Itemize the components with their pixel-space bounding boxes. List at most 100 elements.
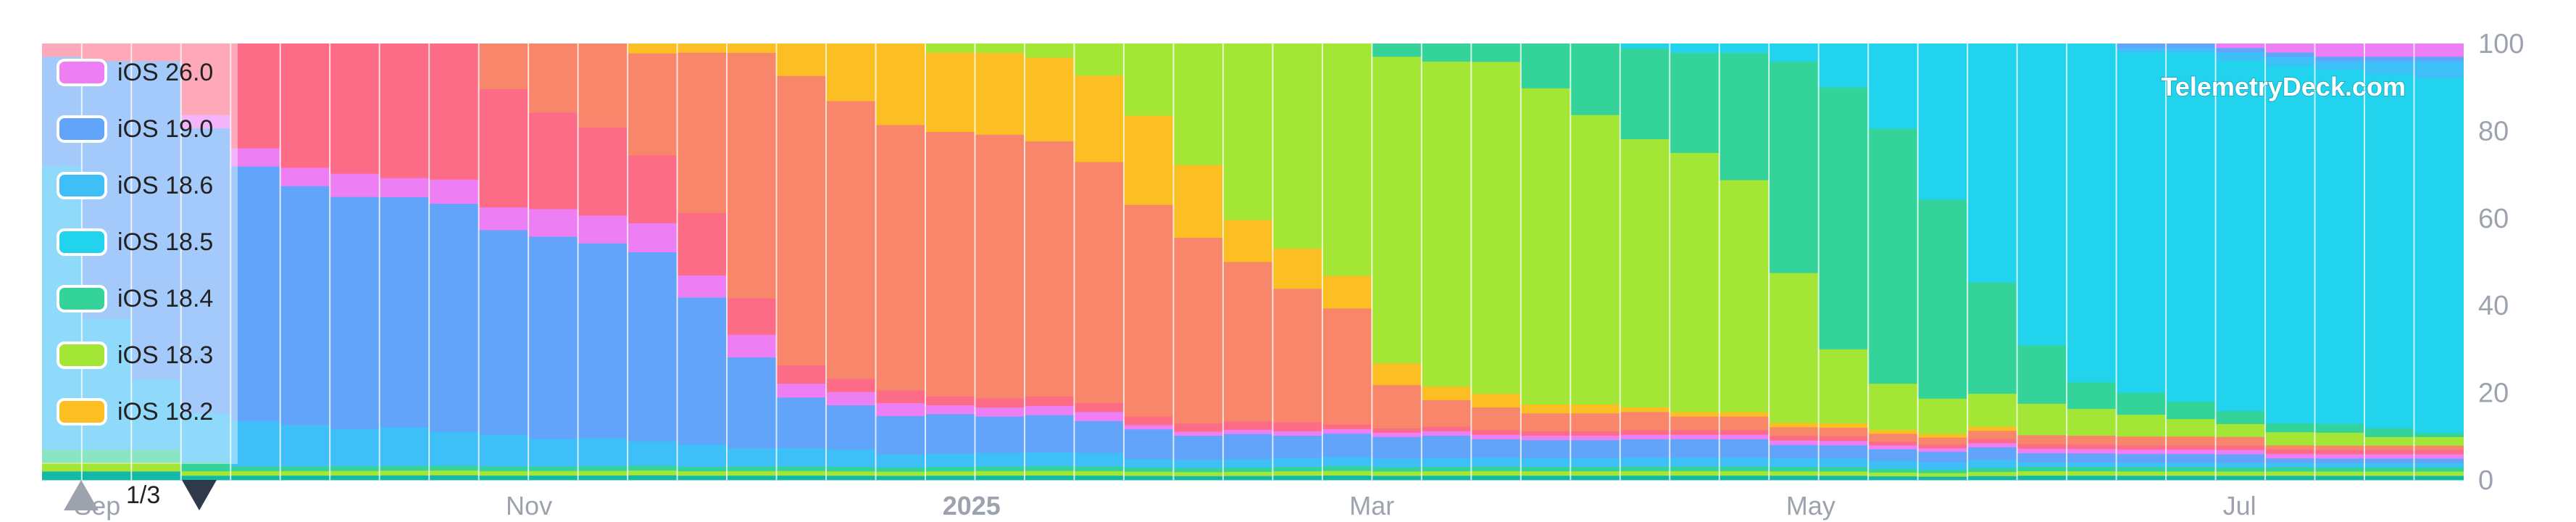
bar-segment (578, 475, 628, 481)
bar-segment (1570, 435, 1620, 441)
bar-segment (478, 88, 529, 208)
bar-segment (2364, 454, 2414, 459)
bar-segment (1372, 432, 1422, 437)
bar-segment (1570, 404, 1620, 414)
bar-segment (230, 475, 280, 481)
bar-segment (975, 466, 1025, 471)
bar-segment (2067, 466, 2117, 472)
bar-segment (1520, 457, 1571, 467)
bar-segment (1471, 439, 1521, 458)
bar-segment (230, 148, 280, 167)
bar-segment (1471, 393, 1521, 408)
legend-item[interactable]: iOS 18.4 (57, 280, 213, 318)
bar-segment (1868, 429, 1918, 434)
bar-segment (1967, 471, 2017, 476)
bar-segment (1471, 434, 1521, 439)
bar-segment (925, 413, 975, 454)
bar-column (131, 44, 181, 481)
bar-segment (528, 44, 578, 113)
bar-segment (2116, 466, 2167, 472)
bar-segment (1372, 384, 1422, 428)
bar-segment (2067, 444, 2117, 450)
bar-segment (727, 52, 777, 299)
legend-item[interactable]: iOS 19.0 (57, 110, 213, 148)
bar-segment (1372, 436, 1422, 459)
bar-segment (81, 449, 132, 463)
bar-segment (1074, 471, 1124, 476)
bar-segment (1967, 282, 2017, 394)
bar-segment (1372, 44, 1422, 57)
bar-segment (2166, 48, 2216, 53)
bar-column (180, 44, 231, 481)
bar-segment (1719, 439, 1770, 458)
bar-segment (1719, 180, 1770, 413)
bar-segment (1868, 434, 1918, 442)
legend-item[interactable]: iOS 18.6 (57, 167, 213, 204)
bar-segment (1818, 440, 1869, 446)
bar-segment (1520, 44, 1571, 88)
bar-segment (2314, 450, 2365, 455)
bar-segment (875, 415, 926, 455)
bar-segment (628, 154, 678, 223)
legend-next-arrow-icon[interactable] (182, 480, 217, 510)
bar-segment (1670, 44, 1720, 53)
bar-segment (727, 475, 777, 481)
bar-segment (925, 466, 975, 472)
bar-segment (1024, 471, 1075, 476)
bar-segment (2364, 467, 2414, 472)
bar-segment (2414, 476, 2464, 481)
x-tick-label: Nov (506, 491, 552, 521)
bar-segment (677, 297, 728, 445)
bar-segment (2314, 458, 2365, 463)
bar-segment (1570, 471, 1620, 476)
bar-segment (1818, 427, 1869, 437)
legend-item[interactable]: iOS 26.0 (57, 54, 213, 91)
bar-segment (429, 44, 479, 180)
bar-segment (1471, 471, 1521, 476)
bar-segment (2116, 436, 2167, 446)
bar-segment (429, 179, 479, 204)
bar-segment (578, 44, 628, 128)
bar-segment (1670, 430, 1720, 435)
legend-prev-arrow-icon[interactable] (64, 480, 99, 510)
bar-column (1372, 44, 1422, 481)
bar-segment (1471, 466, 1521, 471)
bar-segment (1670, 457, 1720, 467)
bar-segment (1471, 407, 1521, 431)
bar-segment (429, 475, 479, 481)
bar-segment (776, 447, 827, 467)
bar-segment (1372, 476, 1422, 481)
bar-segment (2017, 462, 2067, 467)
legend-item[interactable]: iOS 18.5 (57, 223, 213, 261)
bar-segment (1520, 439, 1571, 458)
bar-segment (2116, 471, 2167, 476)
legend-item[interactable]: iOS 18.3 (57, 336, 213, 374)
bar-segment (528, 438, 578, 467)
bar-segment (528, 236, 578, 439)
bar-column (230, 44, 280, 481)
bar-segment (1123, 115, 1174, 205)
bar-segment (1967, 467, 2017, 473)
bar-segment (1670, 52, 1720, 153)
y-tick-label: 20 (2478, 378, 2509, 409)
bar-column (330, 44, 380, 481)
bar-segment (1769, 444, 1819, 458)
bar-column (1818, 44, 1869, 481)
bar-segment (1670, 439, 1720, 458)
bar-segment (429, 431, 479, 466)
bar-segment (1024, 57, 1075, 141)
bar-segment (230, 471, 280, 476)
bar-segment (1570, 466, 1620, 472)
y-tick-label: 0 (2478, 465, 2493, 496)
bar-segment (2215, 410, 2266, 424)
bar-segment (677, 471, 728, 476)
bar-segment (677, 444, 728, 467)
legend-item[interactable]: iOS 18.2 (57, 393, 213, 431)
bar-segment (379, 196, 430, 428)
bar-segment (1272, 44, 1322, 249)
bar-segment (727, 357, 777, 449)
bar-segment (2116, 462, 2167, 468)
bar-segment (925, 405, 975, 415)
bar-segment (2215, 51, 2266, 62)
bar-segment (2067, 44, 2117, 383)
